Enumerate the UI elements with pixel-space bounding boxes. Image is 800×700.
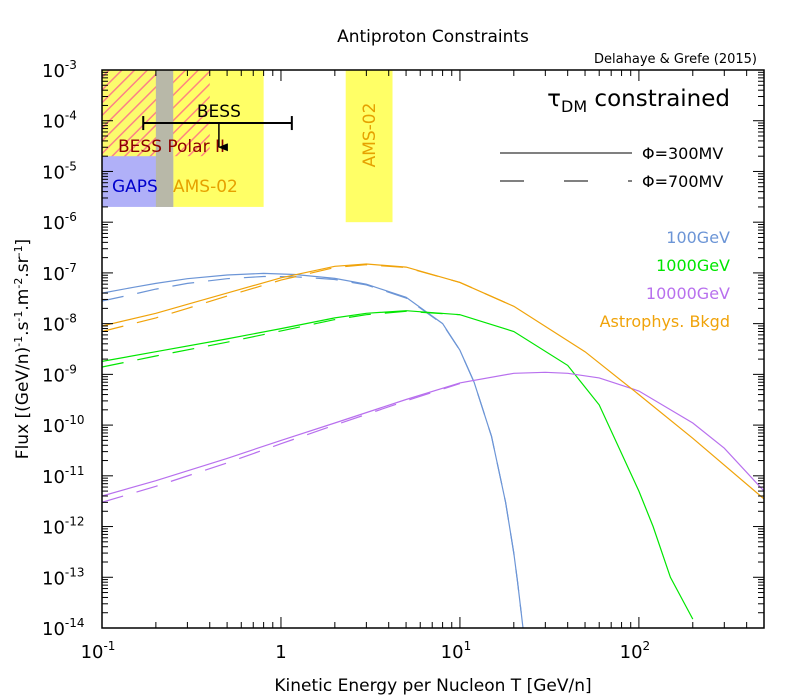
region-overlap	[155, 70, 174, 207]
series-line-100gev-solid	[102, 272, 524, 628]
series-line-1000gev-solid	[102, 310, 694, 620]
x-tick-label: 102	[620, 639, 651, 663]
phi-legend: Φ=300MV Φ=700MV	[500, 144, 723, 191]
annotation-tau-dm: τDM constrained	[547, 86, 730, 116]
legend-entry: Astrophys. Bkgd	[600, 312, 730, 331]
bess-limit: BESS	[142, 102, 293, 152]
y-tick-label: 10-4	[42, 109, 77, 133]
plot-frame	[101, 69, 765, 629]
chart-subtitle: Delahaye & Grefe (2015)	[594, 52, 757, 67]
y-tick-label: 10-12	[42, 515, 85, 539]
y-tick-label: 10-5	[42, 159, 77, 183]
series-line-10000gev-solid	[102, 371, 764, 497]
region-label-1: GAPS	[112, 177, 158, 197]
y-tick-label: 10-14	[42, 616, 85, 640]
regions-layer: BESS Polar II GAPS AMS-02 AMS-02	[102, 70, 393, 223]
y-axis-label-text: Flux [(GeV/n)	[13, 347, 33, 459]
legend-entry: 100GeV	[666, 228, 730, 247]
series-layer	[102, 263, 764, 628]
y-tick-label: 10-6	[42, 210, 77, 234]
region-label-3: AMS-02	[360, 103, 380, 168]
y-tick-label: 10-11	[42, 464, 85, 488]
x-tick-label: 1	[275, 642, 286, 663]
x-tick-label: 10-1	[81, 639, 116, 663]
y-tick-label: 10-3	[42, 58, 77, 82]
y-tick-label: 10-13	[42, 565, 85, 589]
legend-entry: 10000GeV	[646, 284, 730, 303]
y-tick-label: 10-7	[42, 261, 77, 285]
phi-legend-label: Φ=700MV	[642, 172, 723, 191]
y-tick-label: 10-10	[42, 413, 85, 437]
x-axis-label: Kinetic Energy per Nucleon T [GeV/n]	[274, 676, 591, 696]
phi-legend-label: Φ=300MV	[642, 144, 723, 163]
series-legend: 100GeV 1000GeV 10000GeV Astrophys. Bkgd	[600, 228, 730, 331]
axis-ticks: 10-1 1 101 10210-310-410-510-610-710-810-91…	[42, 58, 765, 663]
series-line-astrophys-bkgd-dashed	[102, 264, 515, 333]
y-tick-label: 10-9	[42, 362, 77, 386]
series-line-10000gev-dashed	[102, 382, 461, 503]
bess-label: BESS	[197, 102, 241, 122]
y-tick-label: 10-8	[42, 312, 77, 336]
region-ams-02-3	[345, 70, 393, 223]
region-label-2: AMS-02	[173, 177, 238, 197]
series-line-100gev-dashed	[102, 275, 522, 613]
legend-entry: 1000GeV	[656, 256, 730, 275]
x-tick-label: 101	[441, 639, 472, 663]
series-line-1000gev-dashed	[102, 310, 460, 368]
region-label-0: BESS Polar II	[118, 137, 225, 157]
y-axis-label: Flux [(GeV/n)-1.s-1.m-2.sr-1]	[12, 239, 34, 459]
chart-title: Antiproton Constraints	[337, 27, 529, 47]
y-axis-label-exp: -1	[12, 336, 25, 347]
